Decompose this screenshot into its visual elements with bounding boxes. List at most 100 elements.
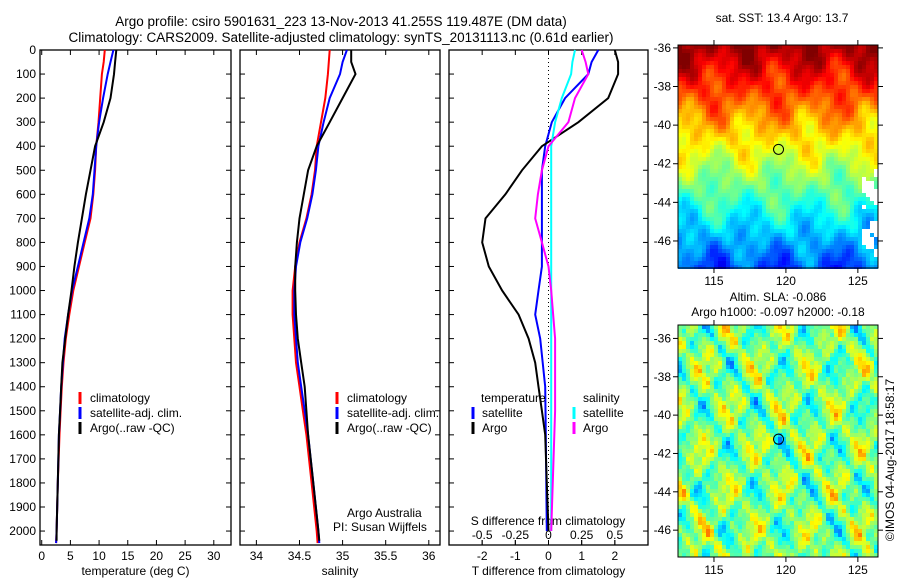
sst-map-cell — [830, 85, 834, 89]
sst-map-cell — [702, 57, 706, 61]
sst-map-cell — [774, 49, 778, 53]
sst-map-cell — [866, 237, 870, 241]
sst-map-cell — [770, 125, 774, 129]
sst-map-cell — [718, 241, 722, 245]
sla-map-cell — [754, 365, 758, 369]
temperature-series-satellite-adj-clim- — [56, 50, 113, 543]
sla-map-cell — [678, 401, 682, 405]
sst-map-cell — [686, 141, 690, 145]
sla-map-cell — [686, 385, 690, 389]
sst-map-cell — [806, 161, 810, 165]
sst-map-cell — [822, 189, 826, 193]
sst-map-cell — [750, 197, 754, 201]
sst-map-cell — [814, 97, 818, 101]
sst-map-cell — [702, 233, 706, 237]
sst-map-cell — [794, 177, 798, 181]
sla-map-cell — [866, 469, 870, 473]
sla-map-cell — [742, 353, 746, 357]
sla-map-cell — [750, 429, 754, 433]
sla-map-cell — [734, 385, 738, 389]
sst-map-cell — [758, 93, 762, 97]
sla-map-cell — [694, 365, 698, 369]
sst-map-cell — [870, 145, 874, 149]
sla-map-cell — [770, 449, 774, 453]
sla-map-cell — [854, 385, 858, 389]
sst-map-cell — [762, 173, 766, 177]
sla-map-cell — [834, 369, 838, 373]
sla-map-cell — [770, 413, 774, 417]
sla-map-cell — [870, 461, 874, 465]
sst-map-cell — [790, 125, 794, 129]
sst-map-cell — [802, 69, 806, 73]
sst-map-cell — [806, 217, 810, 221]
sst-map-cell — [802, 101, 806, 105]
sst-map-cell — [854, 53, 858, 57]
sst-map-cell — [838, 61, 842, 65]
sla-map-cell — [758, 329, 762, 333]
sst-map-cell — [842, 153, 846, 157]
sst-map-cell — [766, 177, 770, 181]
sla-map-cell — [870, 341, 874, 345]
sla-map-cell — [774, 329, 778, 333]
sst-map-cell — [766, 77, 770, 81]
sst-map-cell — [706, 201, 710, 205]
sst-map-cell — [710, 193, 714, 197]
sst-map-cell — [718, 105, 722, 109]
sst-map-cell — [822, 229, 826, 233]
sst-map-cell — [762, 121, 766, 125]
sla-map-cell — [762, 425, 766, 429]
sst-map-cell — [854, 129, 858, 133]
sla-map-cell — [850, 433, 854, 437]
sst-map-cell — [678, 181, 682, 185]
sla-map-cell — [798, 389, 802, 393]
sst-map-cell — [694, 125, 698, 129]
sst-map-cell — [814, 261, 818, 265]
sst-map-cell — [810, 73, 814, 77]
sst-map-cell — [778, 233, 782, 237]
sst-map-cell — [730, 221, 734, 225]
sst-map-cell — [846, 229, 850, 233]
sst-map-cell — [818, 249, 822, 253]
sst-map-cell — [690, 49, 694, 53]
sla-map-cell — [694, 441, 698, 445]
sla-map-cell — [854, 389, 858, 393]
depth-tick-label: 0 — [29, 43, 36, 57]
sla-map-cell — [782, 361, 786, 365]
sla-map-cell — [850, 465, 854, 469]
sla-map-cell — [874, 465, 878, 469]
sst-map-cell — [686, 89, 690, 93]
sla-map-cell — [830, 421, 834, 425]
sst-map-cell — [866, 173, 870, 177]
sst-map-cell — [714, 117, 718, 121]
sla-map-cell — [730, 477, 734, 481]
sst-map-cell — [790, 237, 794, 241]
sst-map-cell — [798, 89, 802, 93]
sla-map-cell — [698, 417, 702, 421]
sla-map-cell — [778, 345, 782, 349]
sst-map-cell — [870, 253, 874, 257]
sla-map-cell — [814, 469, 818, 473]
sst-map-cell — [814, 169, 818, 173]
sla-map-cell — [754, 461, 758, 465]
sst-map-cell — [694, 69, 698, 73]
sla-map-cell — [786, 361, 790, 365]
sst-map-cell — [858, 193, 862, 197]
sst-map-cell — [758, 237, 762, 241]
sst-map-cell — [758, 125, 762, 129]
sst-map-cell — [826, 185, 830, 189]
sst-map-cell — [686, 261, 690, 265]
sst-map-cell — [726, 249, 730, 253]
sla-map-cell — [782, 473, 786, 477]
sst-map-cell — [814, 205, 818, 209]
sst-map-cell — [854, 237, 858, 241]
sst-map-cell — [874, 233, 878, 237]
sst-map-cell — [874, 249, 878, 253]
sst-map-cell — [702, 81, 706, 85]
sla-map-cell — [810, 341, 814, 345]
sla-map-cell — [706, 421, 710, 425]
sla-map-cell — [826, 445, 830, 449]
sla-map-cell — [690, 385, 694, 389]
sst-map-cell — [854, 77, 858, 81]
sla-map-cell — [754, 349, 758, 353]
sla-map-cell — [854, 473, 858, 477]
